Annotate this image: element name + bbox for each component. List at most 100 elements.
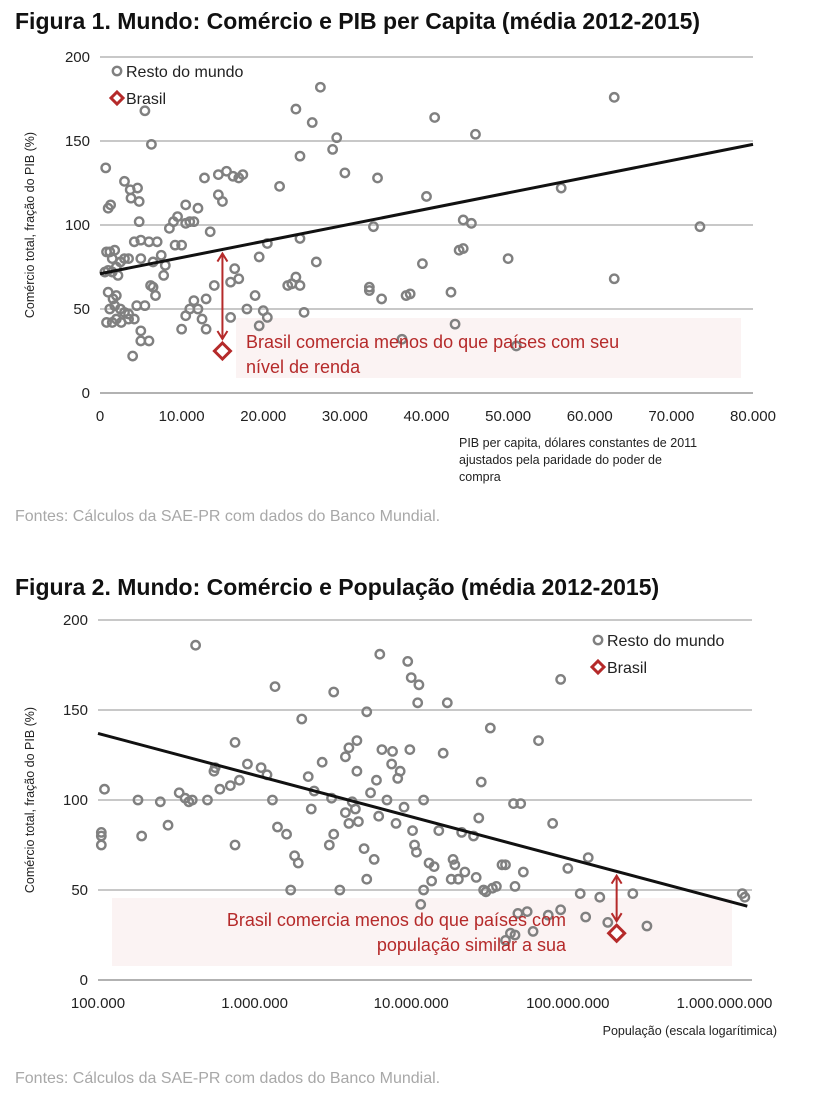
x-tick-label: 40.000 bbox=[404, 408, 450, 425]
data-point-resto-do-mundo bbox=[331, 132, 343, 144]
data-point-resto-do-mundo bbox=[496, 859, 508, 871]
data-point-resto-do-mundo bbox=[510, 340, 522, 352]
legend-marker-resto-do-mundo bbox=[592, 634, 604, 646]
y-axis-label: Comércio total, fração do PIB (%) bbox=[23, 132, 37, 318]
x-tick-label: 20.000 bbox=[240, 408, 286, 425]
data-point-resto-do-mundo bbox=[234, 774, 245, 786]
data-point-resto-do-mundo bbox=[418, 884, 430, 896]
data-point-resto-do-mundo bbox=[100, 162, 112, 174]
data-point-resto-do-mundo bbox=[527, 926, 539, 937]
data-point-resto-do-mundo bbox=[608, 273, 620, 285]
data-point-resto-do-mundo bbox=[229, 263, 241, 275]
data-point-resto-do-mundo bbox=[272, 821, 283, 833]
data-point-resto-do-mundo bbox=[368, 854, 380, 865]
data-point-resto-do-mundo bbox=[199, 172, 210, 184]
data-point-resto-do-mundo bbox=[127, 350, 139, 362]
data-point-resto-do-mundo bbox=[190, 639, 202, 651]
data-point-resto-do-mundo bbox=[465, 217, 477, 229]
data-point-resto-do-mundo bbox=[310, 256, 322, 268]
data-point-resto-do-mundo bbox=[500, 859, 511, 871]
data-point-brasil bbox=[212, 340, 233, 362]
legend-label-resto-do-mundo: Resto do mundo bbox=[126, 64, 244, 81]
data-point-resto-do-mundo bbox=[426, 875, 438, 887]
annotation-text: Brasil comercia menos do que países com … bbox=[246, 332, 619, 352]
data-point-resto-do-mundo bbox=[351, 735, 363, 746]
data-point-resto-do-mundo bbox=[390, 818, 402, 829]
data-point-resto-do-mundo bbox=[627, 888, 639, 899]
data-point-resto-do-mundo bbox=[192, 202, 204, 214]
data-point-resto-do-mundo bbox=[192, 303, 204, 315]
data-point-resto-do-mundo bbox=[433, 825, 445, 836]
data-point-resto-do-mundo bbox=[412, 697, 424, 709]
figure-2-source: Fontes: Cálculos da SAE-PR com dados do … bbox=[15, 1070, 441, 1087]
data-point-brasil bbox=[606, 923, 627, 944]
data-point-resto-do-mundo bbox=[418, 794, 430, 806]
data-point-resto-do-mundo bbox=[457, 243, 469, 254]
x-tick-label: 100.000.000 bbox=[526, 995, 609, 1012]
data-point-resto-do-mundo bbox=[217, 196, 228, 207]
data-point-resto-do-mundo bbox=[694, 221, 706, 233]
legend-label-brasil: Brasil bbox=[126, 91, 166, 108]
data-point-resto-do-mundo bbox=[334, 884, 346, 896]
data-point-resto-do-mundo bbox=[361, 873, 373, 885]
data-point-resto-do-mundo bbox=[119, 175, 130, 187]
data-point-resto-do-mundo bbox=[445, 873, 457, 885]
y-tick-label: 50 bbox=[71, 882, 88, 899]
y-tick-label: 200 bbox=[63, 612, 88, 629]
data-point-resto-do-mundo bbox=[376, 293, 388, 305]
annotation-text: nível de renda bbox=[246, 357, 361, 377]
data-point-resto-do-mundo bbox=[376, 744, 388, 755]
data-point-resto-do-mundo bbox=[475, 776, 487, 788]
y-tick-label: 100 bbox=[63, 792, 88, 809]
data-point-resto-do-mundo bbox=[281, 828, 292, 840]
data-point-resto-do-mundo bbox=[381, 794, 393, 806]
y-tick-label: 150 bbox=[65, 133, 90, 150]
data-point-resto-do-mundo bbox=[146, 138, 157, 150]
data-point-resto-do-mundo bbox=[143, 335, 155, 347]
x-tick-label: 80.000 bbox=[730, 408, 776, 425]
data-point-resto-do-mundo bbox=[396, 333, 408, 345]
data-point-resto-do-mundo bbox=[358, 843, 370, 854]
brasil-arrow-head-bottom bbox=[216, 330, 229, 341]
data-point-resto-do-mundo bbox=[188, 216, 200, 228]
y-axis-label: Comércio total, fração do PIB (%) bbox=[23, 707, 37, 893]
data-point-resto-do-mundo bbox=[253, 251, 265, 263]
x-tick-label: 50.000 bbox=[485, 408, 531, 425]
data-point-resto-do-mundo bbox=[229, 737, 241, 748]
data-point-resto-do-mundo bbox=[158, 269, 170, 281]
data-point-resto-do-mundo bbox=[298, 306, 310, 318]
data-point-resto-do-mundo bbox=[351, 765, 363, 777]
x-tick-label: 10.000 bbox=[159, 408, 205, 425]
data-point-resto-do-mundo bbox=[411, 846, 422, 858]
data-point-resto-do-mundo bbox=[237, 169, 249, 181]
data-point-resto-do-mundo bbox=[95, 839, 107, 851]
figure-1-source: Fontes: Cálculos da SAE-PR com dados do … bbox=[15, 508, 441, 525]
data-point-resto-do-mundo bbox=[302, 771, 314, 782]
data-point-resto-do-mundo bbox=[562, 863, 574, 874]
annotation-text: população similar a sua bbox=[377, 935, 567, 955]
data-point-resto-do-mundo bbox=[139, 300, 151, 312]
data-point-resto-do-mundo bbox=[119, 253, 130, 265]
data-point-resto-do-mundo bbox=[173, 787, 185, 799]
x-tick-label: 1.000.000.000 bbox=[676, 995, 772, 1012]
data-point-resto-do-mundo bbox=[155, 249, 167, 261]
y-tick-label: 100 bbox=[65, 217, 90, 234]
y-tick-label: 0 bbox=[82, 385, 90, 402]
data-point-resto-do-mundo bbox=[404, 744, 416, 755]
data-point-resto-do-mundo bbox=[314, 81, 326, 93]
data-point-resto-do-mundo bbox=[253, 320, 265, 332]
brasil-arrow-head-bottom bbox=[610, 912, 623, 924]
data-point-resto-do-mundo bbox=[452, 873, 464, 885]
data-point-resto-do-mundo bbox=[509, 881, 521, 892]
data-point-resto-do-mundo bbox=[200, 323, 212, 335]
data-point-resto-do-mundo bbox=[176, 323, 188, 335]
x-axis-label: ajustados pela paridade do poder de bbox=[459, 453, 662, 467]
data-point-resto-do-mundo bbox=[415, 899, 427, 910]
data-point-resto-do-mundo bbox=[402, 656, 414, 667]
data-point-resto-do-mundo bbox=[154, 796, 166, 808]
data-point-resto-do-mundo bbox=[739, 891, 751, 903]
data-point-resto-do-mundo bbox=[641, 920, 653, 932]
data-point-resto-do-mundo bbox=[521, 906, 533, 917]
data-point-resto-do-mundo bbox=[290, 271, 302, 283]
data-point-resto-do-mundo bbox=[128, 236, 140, 248]
